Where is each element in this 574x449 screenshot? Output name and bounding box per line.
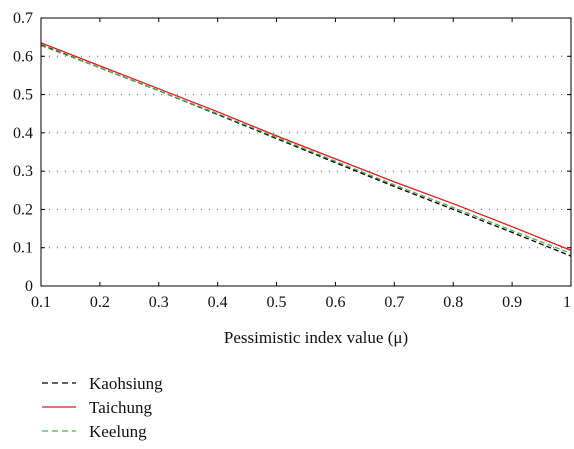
y-tick-label: 0.5: [13, 87, 33, 104]
x-tick-label: 0.8: [443, 294, 463, 311]
series-line-keelung: [40, 44, 572, 255]
y-tick-label: 0.4: [13, 125, 33, 142]
legend-label-taichung: Taichung: [89, 398, 153, 417]
x-tick-label: 0.4: [208, 294, 228, 311]
plot-frame: [40, 17, 572, 287]
x-tick-label: 1: [563, 294, 571, 311]
x-axis-label: Pessimistic index value (μ): [224, 328, 408, 347]
x-tick-label: 0.3: [149, 294, 169, 311]
x-tick-label: 0.2: [90, 294, 110, 311]
series-line-kaohsiung: [40, 44, 572, 257]
x-tick-label: 0.9: [502, 294, 522, 311]
legend: Kaohsiung Taichung Keelung: [42, 374, 163, 441]
y-tick-label: 0.6: [13, 48, 33, 65]
y-tick-label: 0.7: [13, 10, 33, 27]
gridlines: [41, 55, 571, 249]
legend-label-kaohsiung: Kaohsiung: [89, 374, 163, 393]
x-tick-label: 0.1: [31, 294, 51, 311]
series-line-taichung: [40, 42, 572, 252]
x-tick-label: 0.6: [325, 294, 345, 311]
y-tick-label: 0.2: [13, 201, 33, 218]
y-tick-label: 0.1: [13, 240, 33, 257]
x-tick-label: 0.5: [267, 294, 287, 311]
legend-label-keelung: Keelung: [89, 422, 147, 441]
y-tick-label: 0.3: [13, 163, 33, 180]
x-tick-label: 0.7: [384, 294, 404, 311]
series-lines: [40, 42, 572, 257]
axis-ticks: 00.10.20.30.40.50.60.70.1 0.2 0.3 0.4 0.5 0.6…: [13, 10, 572, 311]
y-tick-label: 0: [25, 278, 33, 295]
